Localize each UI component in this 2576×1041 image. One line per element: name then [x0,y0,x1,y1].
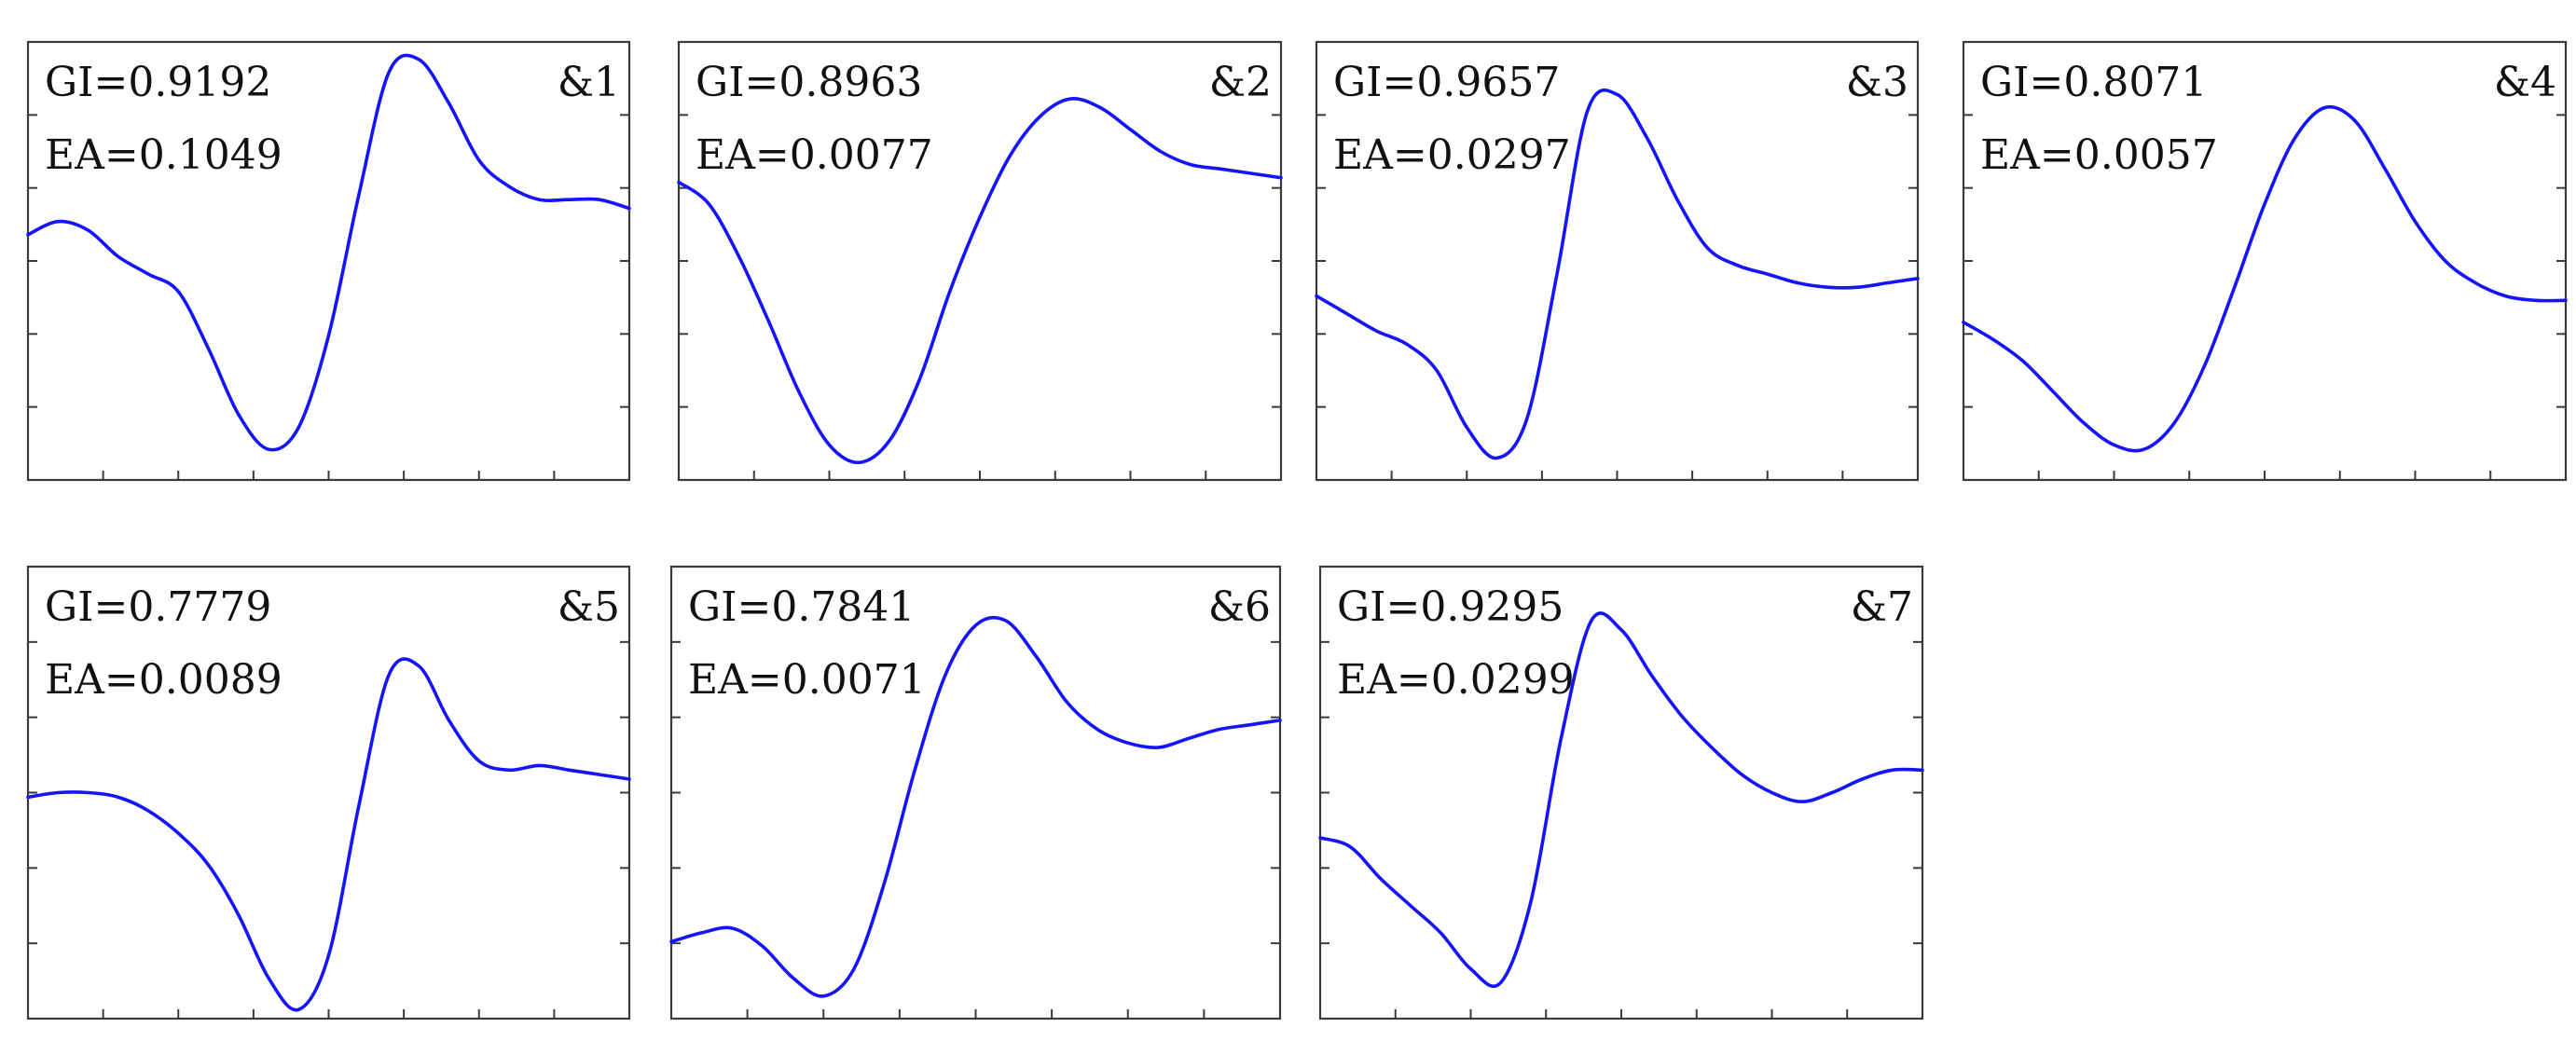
gi-annotation: GI=0.7841 [688,583,915,631]
series-line [1318,611,1924,989]
plot-frame [26,40,631,482]
ea-annotation: EA=0.0297 [1333,131,1571,179]
series-line [26,53,631,452]
panel-label: &2 [1209,59,1272,106]
series-line [26,657,631,1012]
ea-annotation: EA=0.1049 [45,131,282,179]
chart-panel: GI=0.9192 EA=0.1049&1 [26,40,631,482]
ea-annotation: EA=0.0071 [688,656,926,704]
gi-annotation: GI=0.8071 [1980,59,2207,106]
panel-label: &4 [2494,59,2556,106]
plot-frame [677,40,1283,482]
plot-frame [26,565,631,1020]
panel-label: &5 [558,583,620,631]
chart-panel: GI=0.8963 EA=0.0077&2 [677,40,1283,482]
ea-annotation: EA=0.0299 [1337,656,1575,704]
plot-frame [1318,565,1924,1020]
panel-label: &6 [1208,583,1271,631]
chart-panel: GI=0.7841 EA=0.0071&6 [669,565,1282,1020]
series-line [677,97,1283,465]
chart-panel: GI=0.9295 EA=0.0299&7 [1318,565,1924,1020]
series-line [1315,89,1920,460]
gi-annotation: GI=0.9295 [1337,583,1564,631]
ea-annotation: EA=0.0077 [696,131,933,179]
plot-frame [1962,40,2568,482]
ea-annotation: EA=0.0057 [1980,131,2218,179]
panel-label: &3 [1846,59,1908,106]
plot-frame [1315,40,1920,482]
gi-annotation: GI=0.8963 [696,59,922,106]
chart-panel: GI=0.9657 EA=0.0297&3 [1315,40,1920,482]
gi-annotation: GI=0.9657 [1333,59,1560,106]
series-line [669,615,1282,998]
ea-annotation: EA=0.0089 [45,656,282,704]
panel-label: &1 [558,59,620,106]
chart-panel: GI=0.7779 EA=0.0089&5 [26,565,631,1020]
chart-panel: GI=0.8071 EA=0.0057&4 [1962,40,2568,482]
gi-annotation: GI=0.9192 [45,59,271,106]
plot-frame [669,565,1282,1020]
gi-annotation: GI=0.7779 [45,583,271,631]
panel-label: &7 [1851,583,1913,631]
series-line [1962,104,2568,453]
